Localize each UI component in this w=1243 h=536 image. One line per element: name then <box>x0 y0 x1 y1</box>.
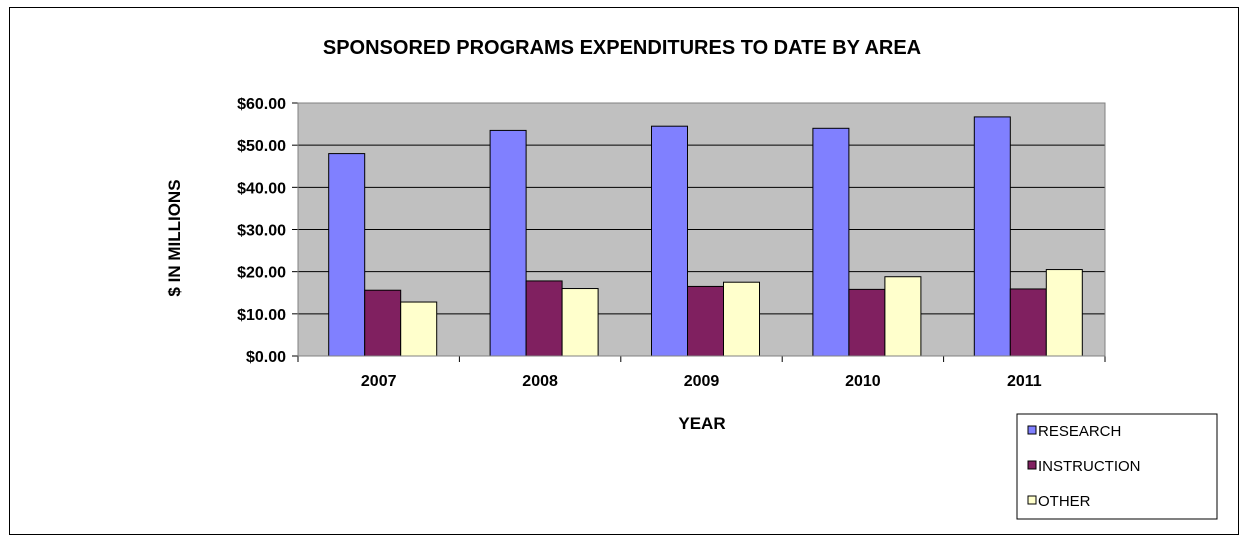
legend-label-instruction: INSTRUCTION <box>1038 458 1141 475</box>
axes <box>292 102 1106 362</box>
y-tick-label: $20.00 <box>237 265 286 282</box>
x-tick-label: 2011 <box>1007 373 1042 390</box>
bar-other-2010 <box>884 276 922 357</box>
plot-border <box>297 102 1106 357</box>
bar-instruction-2007 <box>364 289 402 357</box>
bar-other-2008 <box>561 288 599 357</box>
x-axis-title: YEAR <box>678 414 725 433</box>
y-tick-label: $0.00 <box>246 349 286 366</box>
legend-swatch-instruction <box>1027 460 1037 470</box>
bar-research-2011 <box>973 116 1011 357</box>
legend-label-other: OTHER <box>1038 493 1091 510</box>
y-tick-label: $60.00 <box>237 96 286 113</box>
x-tick-label: 2010 <box>845 373 881 390</box>
chart-title: SPONSORED PROGRAMS EXPENDITURES TO DATE … <box>323 37 921 59</box>
bars <box>328 116 1083 357</box>
y-axis-title: $ IN MILLIONS <box>165 179 184 296</box>
y-tick-label: $40.00 <box>237 180 286 197</box>
plot-area: $0.00 $10.00 $20.00 $30.00 $40.00 $50.00 $60.0… <box>237 96 1106 390</box>
y-tick-label: $30.00 <box>237 223 286 240</box>
x-tick-label: 2007 <box>361 373 397 390</box>
x-tick-label: 2009 <box>684 373 720 390</box>
bar-research-2010 <box>812 127 850 357</box>
y-tick-label: $50.00 <box>237 138 286 155</box>
y-tick-label: $10.00 <box>237 307 286 324</box>
x-tick-label: 2008 <box>522 373 558 390</box>
bar-other-2007 <box>400 301 438 357</box>
bar-instruction-2008 <box>525 280 563 357</box>
legend-swatch-other <box>1027 495 1037 505</box>
legend-label-research: RESEARCH <box>1038 423 1121 440</box>
bar-research-2008 <box>489 129 527 357</box>
bar-research-2007 <box>328 153 366 357</box>
bar-instruction-2010 <box>848 288 886 357</box>
legend: RESEARCH INSTRUCTION OTHER <box>1016 413 1218 520</box>
bar-instruction-2011 <box>1009 288 1047 357</box>
legend-swatch-research <box>1027 425 1037 435</box>
bar-instruction-2009 <box>687 285 724 357</box>
bar-other-2011 <box>1045 269 1083 357</box>
bar-other-2009 <box>723 281 760 357</box>
legend-box <box>1016 413 1218 520</box>
legend-items: RESEARCH INSTRUCTION OTHER <box>1027 423 1141 510</box>
tick-labels: $0.00 $10.00 $20.00 $30.00 $40.00 $50.00 $60.0… <box>237 96 1042 390</box>
bar-research-2009 <box>651 125 688 357</box>
